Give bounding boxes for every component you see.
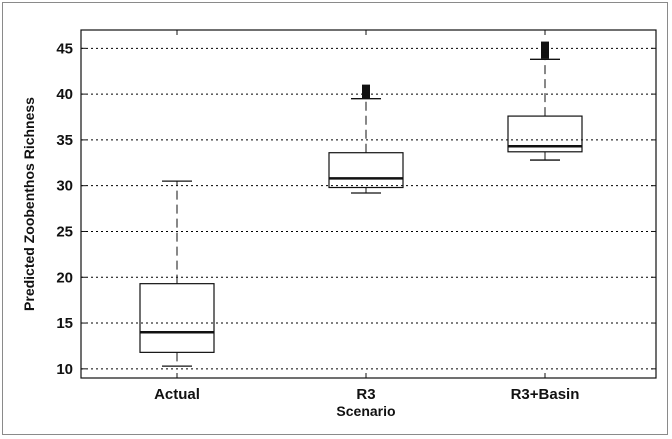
y-tick-label-40: 40 (56, 86, 73, 103)
y-tick-label-25: 25 (56, 223, 73, 240)
y-tick-label-35: 35 (56, 132, 73, 149)
y-axis-label: Predicted Zoobenthos Richness (21, 97, 37, 311)
box-body (328, 152, 404, 189)
x-tick-label-0: Actual (154, 386, 200, 403)
boxes-layer (139, 41, 583, 367)
box-body (139, 283, 215, 353)
figure-frame (2, 2, 668, 435)
y-axis-ticks: 10 15 20 25 30 35 40 45 (56, 40, 656, 378)
outlier-point-2 (362, 84, 370, 93)
y-tick-label-20: 20 (56, 269, 73, 286)
x-tick-label-2: R3+Basin (511, 386, 580, 403)
x-tick-label-1: R3 (356, 386, 375, 403)
y-tick-label-30: 30 (56, 178, 73, 195)
plot-area-frame (80, 29, 657, 379)
box-actual (139, 180, 215, 367)
box-r3 (328, 84, 404, 194)
box-r3-basin (507, 41, 583, 161)
y-tick-label-15: 15 (56, 315, 73, 332)
y-tick-label-10: 10 (56, 361, 73, 378)
outlier-point-3 (541, 41, 549, 50)
x-axis-ticks: Actual R3 R3+Basin (154, 30, 579, 403)
x-axis-label: Scenario (336, 403, 395, 419)
y-tick-label-45: 45 (56, 40, 73, 57)
box-body (507, 115, 583, 153)
